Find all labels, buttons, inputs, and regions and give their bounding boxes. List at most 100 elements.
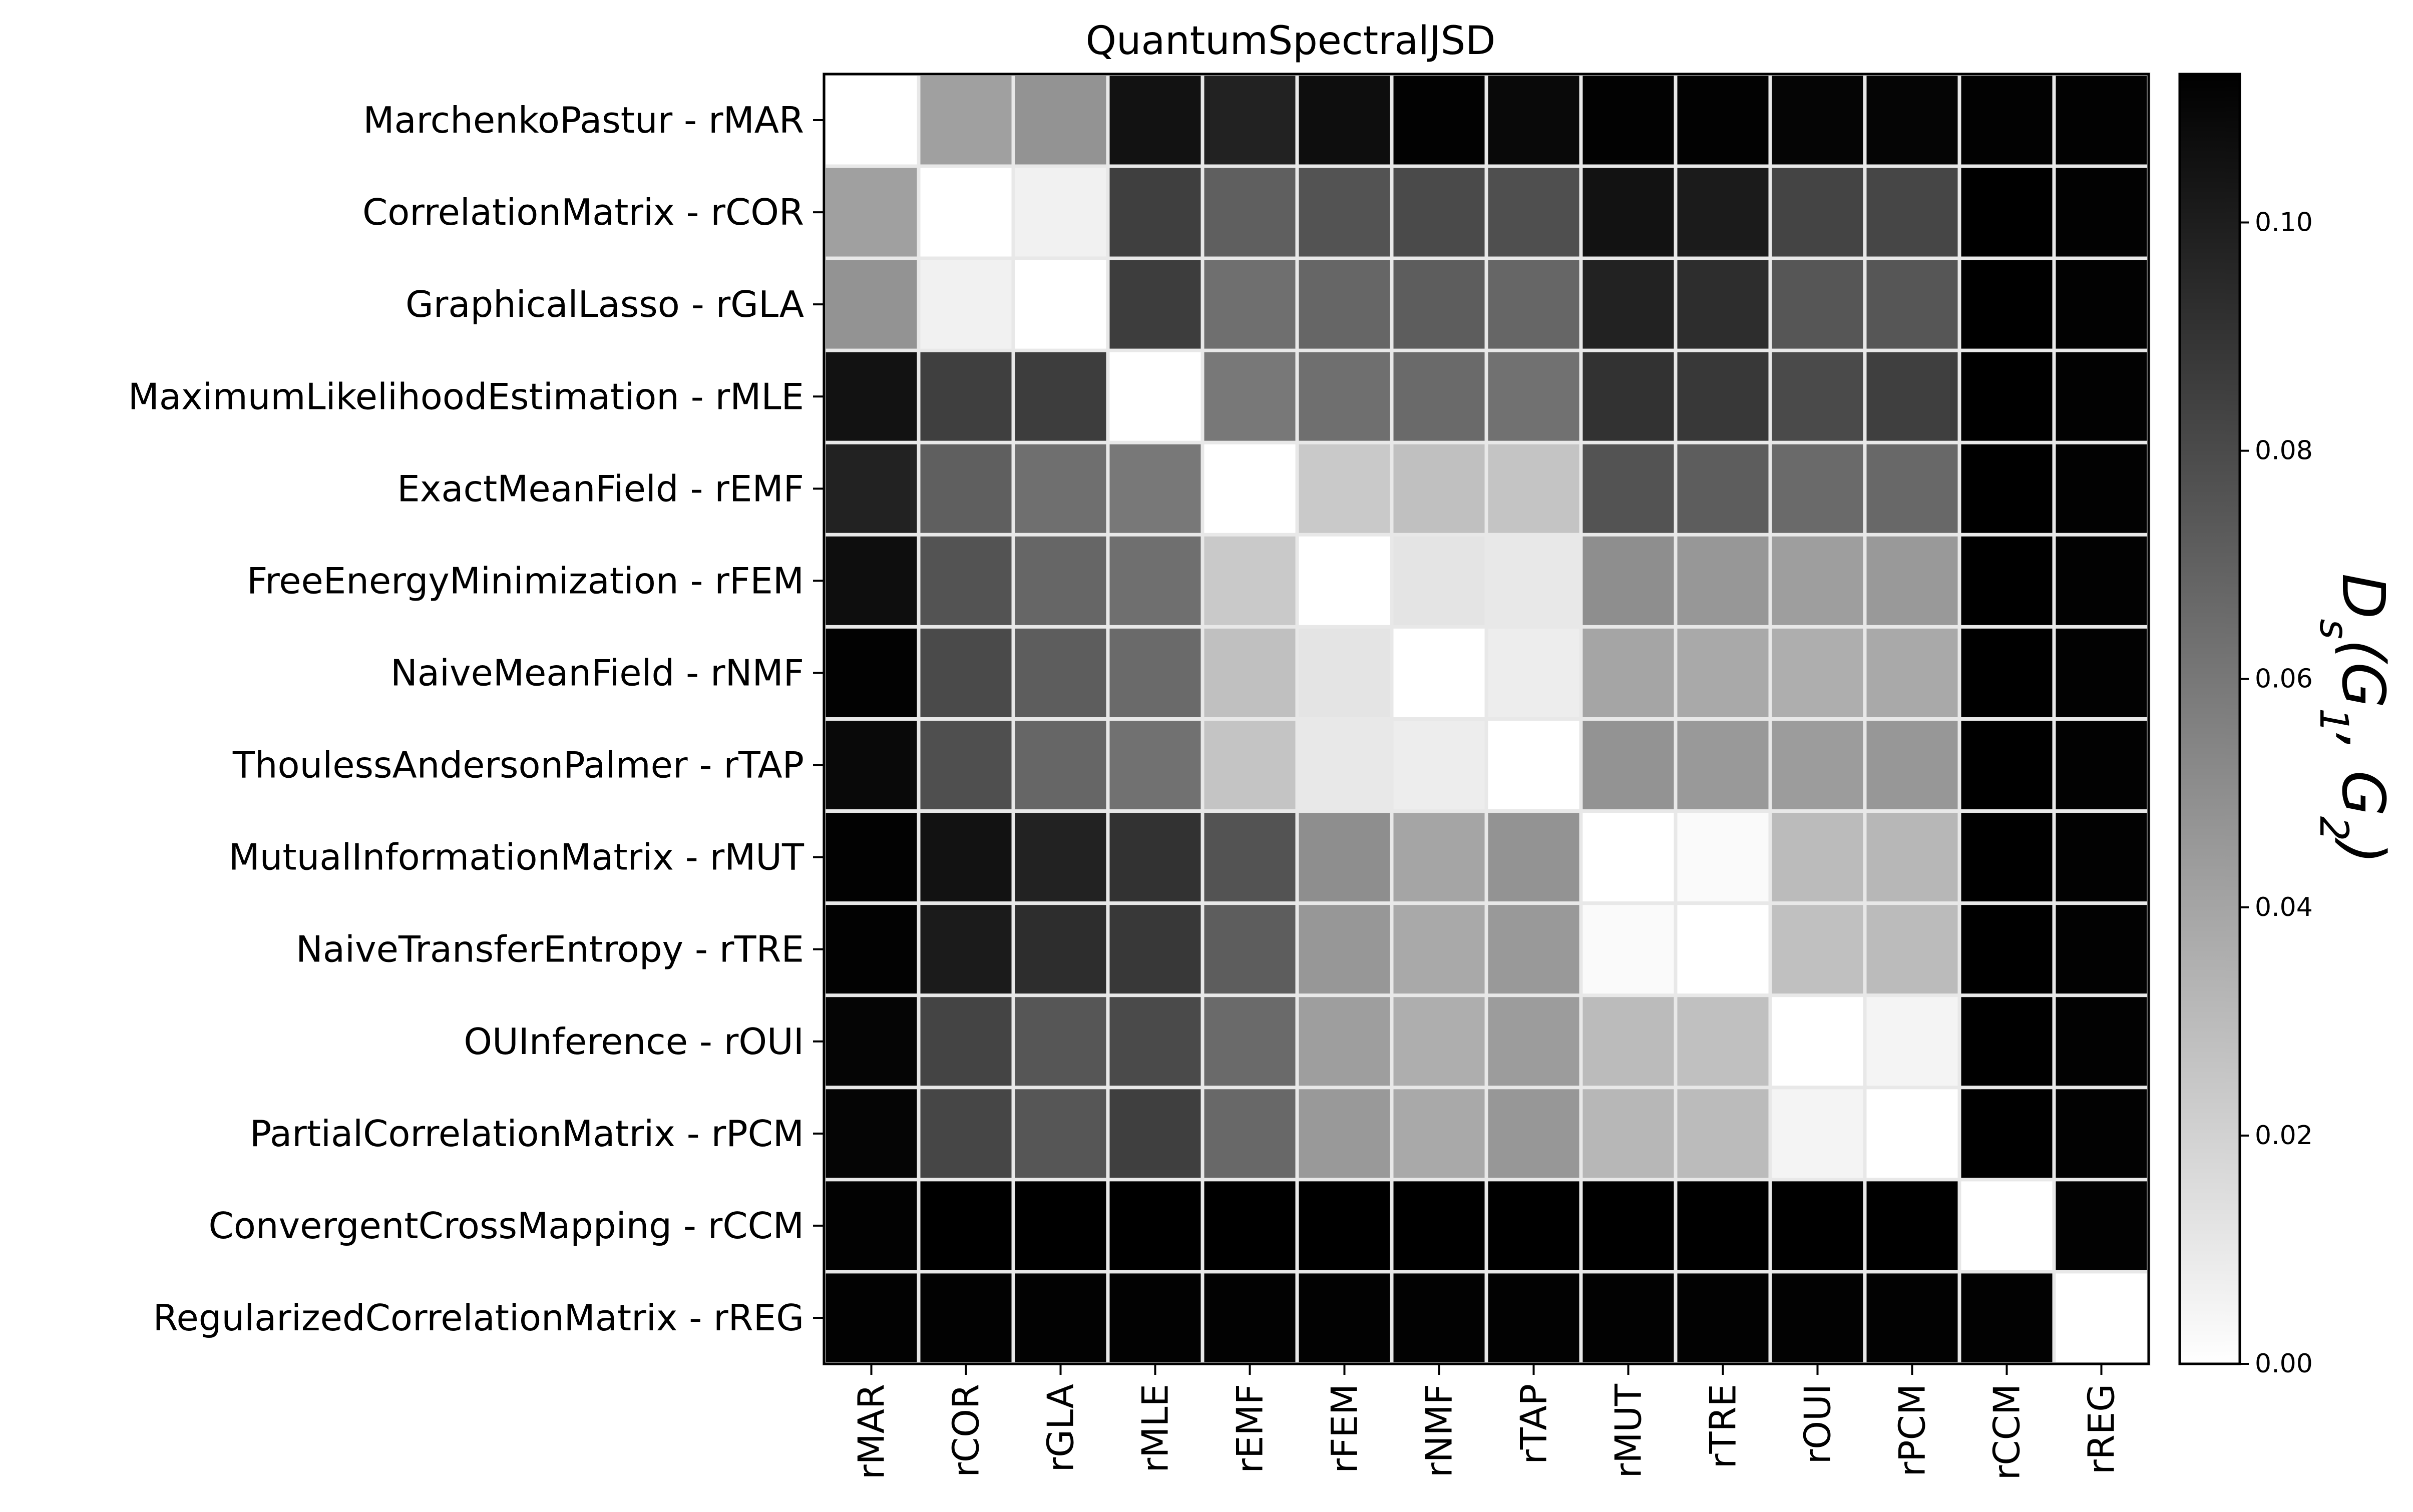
- heatmap-cell: [1200, 72, 1299, 168]
- heatmap-cell: [1484, 625, 1583, 721]
- heatmap-cell: [1011, 1178, 1110, 1274]
- heatmap-cell: [1579, 164, 1678, 260]
- heatmap-cell: [822, 1270, 921, 1366]
- heatmap-cell: [1011, 164, 1110, 260]
- heatmap-cell: [1200, 809, 1299, 905]
- heatmap-cell: [822, 533, 921, 629]
- heatmap-cell: [1390, 72, 1488, 168]
- heatmap-cell: [1579, 440, 1678, 537]
- heatmap-cell: [1200, 348, 1299, 444]
- heatmap-cell: [1863, 1178, 1961, 1274]
- heatmap-cell: [822, 72, 921, 168]
- heatmap-cell: [2052, 625, 2151, 721]
- heatmap-cell: [1011, 1270, 1110, 1366]
- heatmap-cell: [1957, 717, 2056, 813]
- heatmap-cell: [1863, 901, 1961, 997]
- heatmap-cell: [1863, 1270, 1961, 1366]
- heatmap-cell: [2052, 440, 2151, 537]
- heatmap-cell: [1768, 256, 1867, 352]
- heatmap-cell: [2052, 993, 2151, 1090]
- heatmap-cell: [1295, 348, 1394, 444]
- column-label: rREG: [2081, 1384, 2123, 1474]
- heatmap-cell: [1579, 533, 1678, 629]
- heatmap-cell: [1674, 901, 1772, 997]
- heatmap-cell: [1579, 901, 1678, 997]
- heatmap-cell: [2052, 256, 2151, 352]
- heatmap-cell: [1674, 1178, 1772, 1274]
- heatmap-cell: [2052, 533, 2151, 629]
- heatmap-cell: [1390, 348, 1488, 444]
- heatmap-cell: [1484, 1086, 1583, 1182]
- heatmap-cell: [822, 993, 921, 1090]
- heatmap-cell: [1295, 717, 1394, 813]
- heatmap-cell: [1579, 1270, 1678, 1366]
- heatmap-cell: [2052, 901, 2151, 997]
- heatmap-cell: [1390, 717, 1488, 813]
- heatmap-cell: [1768, 348, 1867, 444]
- heatmap-cell: [1295, 533, 1394, 629]
- heatmap-cell: [1200, 625, 1299, 721]
- column-label: rTAP: [1513, 1384, 1555, 1464]
- heatmap-cell: [1484, 533, 1583, 629]
- heatmap-cell: [1863, 625, 1961, 721]
- heatmap-cell: [2052, 72, 2151, 168]
- heatmap-cell: [1011, 72, 1110, 168]
- heatmap-cell: [1484, 440, 1583, 537]
- heatmap-cell: [1957, 164, 2056, 260]
- chart-title: QuantumSpectralJSD: [1086, 19, 1496, 64]
- heatmap-cell: [1011, 440, 1110, 537]
- heatmap-cell: [1957, 901, 2056, 997]
- heatmap-cell: [1579, 1178, 1678, 1274]
- heatmap-cell: [917, 348, 1015, 444]
- heatmap-cell: [1200, 993, 1299, 1090]
- colorbar-ticks: 0.00 0.02 0.04 0.06 0.08 0.10: [2240, 207, 2313, 1379]
- heatmap-cell: [1200, 256, 1299, 352]
- heatmap-cell: [1863, 1086, 1961, 1182]
- heatmap-cell: [1768, 1178, 1867, 1274]
- heatmap-cell: [1106, 72, 1204, 168]
- heatmap-cell: [1200, 901, 1299, 997]
- row-label: MutualInformationMatrix - rMUT: [229, 836, 805, 878]
- heatmap-cell: [1674, 1270, 1772, 1366]
- heatmap-cell: [917, 625, 1015, 721]
- column-label: rMAR: [851, 1384, 893, 1479]
- heatmap-cell: [1106, 901, 1204, 997]
- heatmap-cell: [2052, 348, 2151, 444]
- row-label: MaximumLikelihoodEstimation - rMLE: [128, 375, 804, 417]
- heatmap-cell: [1106, 1270, 1204, 1366]
- row-label: PartialCorrelationMatrix - rPCM: [250, 1113, 804, 1155]
- heatmap-cell: [1390, 993, 1488, 1090]
- colorbar-tick-label: 0.02: [2255, 1121, 2313, 1151]
- heatmap-cell: [1011, 533, 1110, 629]
- column-label: rCOR: [945, 1384, 987, 1477]
- heatmap-cell: [1957, 1270, 2056, 1366]
- heatmap-cell: [1295, 1086, 1394, 1182]
- heatmap-cell: [917, 256, 1015, 352]
- heatmap-cell: [2052, 1270, 2151, 1366]
- heatmap-cell: [822, 440, 921, 537]
- heatmap-cell: [1106, 440, 1204, 537]
- heatmap-cell: [1674, 809, 1772, 905]
- heatmap-cell: [822, 1086, 921, 1182]
- heatmap-cell: [1674, 625, 1772, 721]
- heatmap-cell: [1957, 1086, 2056, 1182]
- heatmap-cell: [1484, 1178, 1583, 1274]
- heatmap-cell: [1484, 1270, 1583, 1366]
- heatmap-cell: [1768, 809, 1867, 905]
- heatmap-cell: [1674, 717, 1772, 813]
- row-label: FreeEnergyMinimization - rFEM: [247, 560, 804, 602]
- row-label: ThoulessAndersonPalmer - rTAP: [232, 744, 804, 786]
- heatmap-cell: [2052, 1086, 2151, 1182]
- heatmap-cell: [1106, 1178, 1204, 1274]
- heatmap-cell: [1484, 164, 1583, 260]
- row-label: RegularizedCorrelationMatrix - rREG: [153, 1297, 804, 1339]
- heatmap-cell: [1295, 440, 1394, 537]
- heatmap-cell: [1768, 1086, 1867, 1182]
- heatmap-cell: [1106, 256, 1204, 352]
- heatmap-cell: [1106, 533, 1204, 629]
- heatmap-cell: [1011, 809, 1110, 905]
- heatmap-cell: [1674, 993, 1772, 1090]
- heatmap-cell: [1295, 1270, 1394, 1366]
- heatmap-cell: [1674, 164, 1772, 260]
- heatmap-cell: [1674, 1086, 1772, 1182]
